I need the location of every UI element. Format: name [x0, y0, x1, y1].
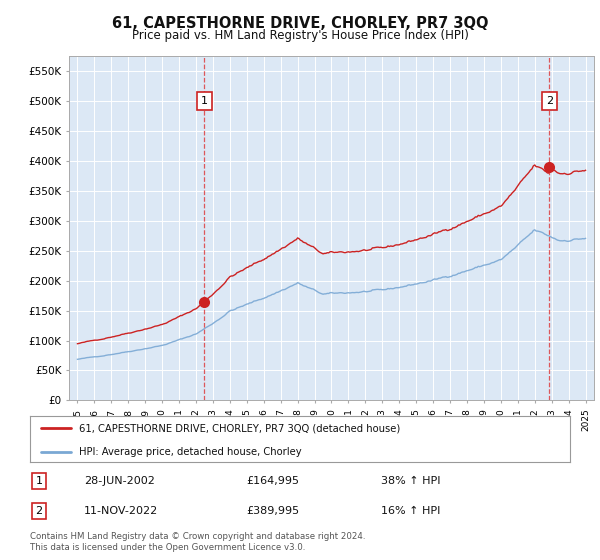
Text: 28-JUN-2002: 28-JUN-2002: [84, 476, 155, 486]
Text: 61, CAPESTHORNE DRIVE, CHORLEY, PR7 3QQ (detached house): 61, CAPESTHORNE DRIVE, CHORLEY, PR7 3QQ …: [79, 423, 400, 433]
Text: HPI: Average price, detached house, Chorley: HPI: Average price, detached house, Chor…: [79, 447, 301, 457]
Text: 1: 1: [35, 476, 43, 486]
Text: 2: 2: [546, 96, 553, 106]
Text: Price paid vs. HM Land Registry's House Price Index (HPI): Price paid vs. HM Land Registry's House …: [131, 29, 469, 42]
Text: 61, CAPESTHORNE DRIVE, CHORLEY, PR7 3QQ: 61, CAPESTHORNE DRIVE, CHORLEY, PR7 3QQ: [112, 16, 488, 31]
Text: £164,995: £164,995: [246, 476, 299, 486]
Text: 38% ↑ HPI: 38% ↑ HPI: [381, 476, 440, 486]
Text: £389,995: £389,995: [246, 506, 299, 516]
Text: 1: 1: [201, 96, 208, 106]
Text: Contains HM Land Registry data © Crown copyright and database right 2024.
This d: Contains HM Land Registry data © Crown c…: [30, 532, 365, 552]
Text: 11-NOV-2022: 11-NOV-2022: [84, 506, 158, 516]
Text: 16% ↑ HPI: 16% ↑ HPI: [381, 506, 440, 516]
Text: 2: 2: [35, 506, 43, 516]
